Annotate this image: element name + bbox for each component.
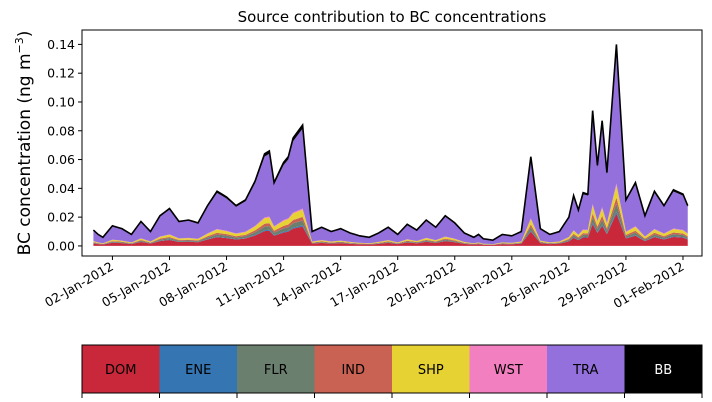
legend-frame — [81, 344, 703, 394]
y-tick-label: 0.08 — [47, 123, 75, 138]
legend-colorbar: DOM ENE FLR IND SHP WST TRA BB — [81, 344, 703, 398]
y-axis-label-close: ) — [15, 31, 35, 38]
legend-label-flr: FLR — [264, 363, 288, 378]
legend-swatch-shp — [392, 345, 470, 393]
plot-frame — [81, 29, 703, 257]
legend-swatch-tra — [547, 345, 625, 393]
legend-label-dom: DOM — [105, 363, 136, 378]
area-dom — [93, 213, 688, 246]
legend-label-bb: BB — [654, 363, 672, 378]
legend-label-ene: ENE — [185, 363, 211, 378]
legend-label-ind: IND — [341, 363, 365, 378]
y-tick-label: 0.12 — [47, 66, 75, 81]
legend-label-shp: SHP — [418, 363, 444, 378]
stacked-areas — [93, 44, 688, 246]
y-tick-label: 0.04 — [47, 181, 75, 196]
legend-swatch-ind — [314, 345, 393, 393]
y-axis-label-superscript: −3 — [13, 37, 26, 53]
y-tick-label: 0.06 — [47, 152, 75, 167]
x-axis: 02-Jan-201205-Jan-201208-Jan-201211-Jan-… — [42, 256, 686, 311]
legend-label-tra: TRA — [572, 363, 598, 378]
chart-title: Source contribution to BC concentrations — [238, 8, 547, 26]
legend-swatch-wst — [469, 345, 548, 393]
legend-swatch-flr — [237, 345, 315, 393]
y-tick-label: 0.10 — [47, 94, 75, 109]
y-tick-label: 0.14 — [47, 37, 75, 52]
legend-swatch-dom — [82, 345, 160, 393]
y-axis: 0.00 0.02 0.04 0.06 0.08 0.10 0.12 0.14 — [47, 37, 82, 253]
y-tick-label: 0.02 — [47, 210, 75, 225]
total-concentration-line — [92, 44, 689, 242]
legend-label-wst: WST — [494, 363, 523, 378]
area-tra — [93, 50, 688, 245]
y-axis-label: BC concentration (ng m−3) — [13, 31, 35, 256]
y-axis-label-main: BC concentration (ng m — [15, 53, 35, 255]
legend-swatch-bb — [624, 345, 703, 393]
y-tick-label: 0.00 — [47, 238, 75, 253]
legend-swatch-ene — [159, 345, 238, 393]
